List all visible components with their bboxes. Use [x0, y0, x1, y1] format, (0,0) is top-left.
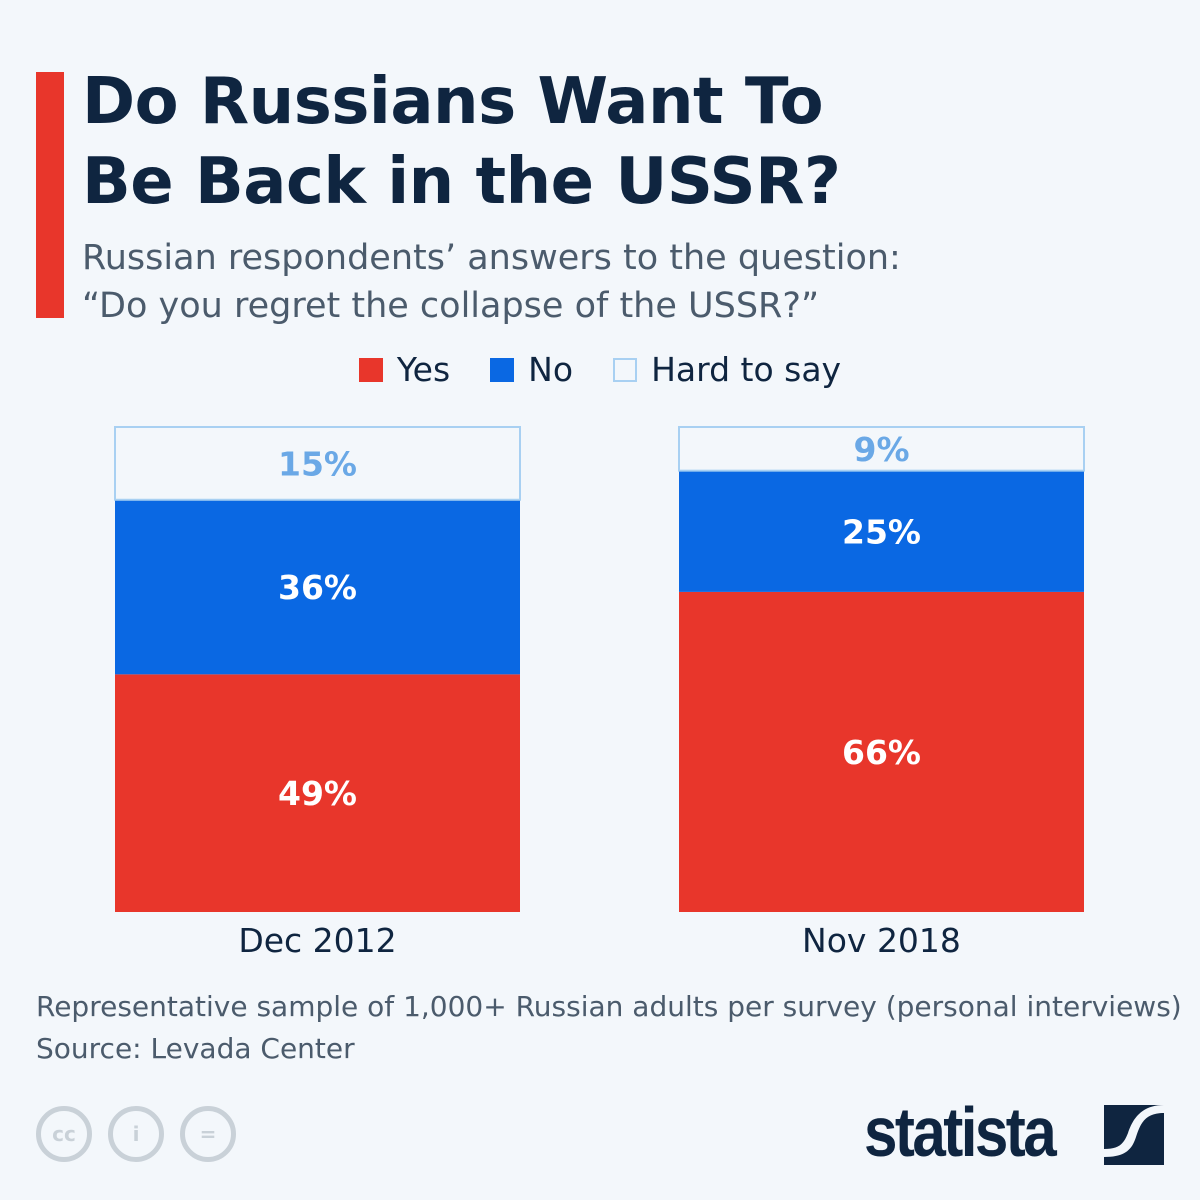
data-label: 36% — [278, 568, 357, 607]
bar-segment-no — [115, 499, 520, 675]
legend: Yes No Hard to say — [0, 350, 1200, 389]
data-label: 15% — [278, 444, 357, 483]
creative-commons-icon: cc — [36, 1106, 92, 1162]
bar-segment-yes — [679, 591, 1084, 912]
chart-title: Do Russians Want To Be Back in the USSR? — [82, 62, 841, 222]
bar-segment-yes — [115, 674, 520, 912]
subtitle-line: Russian respondents’ answers to the ques… — [82, 238, 901, 278]
bar-segment-hard-to-say — [678, 426, 1085, 472]
subtitle-line: “Do you regret the collapse of the USSR?… — [82, 286, 820, 326]
legend-label: No — [528, 350, 574, 389]
legend-swatch-hard-to-say — [613, 357, 638, 382]
data-label: 9% — [853, 430, 909, 469]
source: Source: Levada Center — [36, 1032, 355, 1065]
x-axis-label: Dec 2012 — [238, 921, 396, 960]
bar-segment-hard-to-say — [114, 426, 521, 501]
title-line: Be Back in the USSR? — [82, 145, 841, 219]
title-accent-bar — [36, 72, 64, 318]
statista-logo-icon — [1104, 1105, 1164, 1165]
data-label: 66% — [842, 733, 921, 772]
footnote: Representative sample of 1,000+ Russian … — [36, 990, 1182, 1023]
legend-swatch-yes — [358, 357, 383, 382]
legend-label: Yes — [396, 350, 451, 389]
chart-subtitle: Russian respondents’ answers to the ques… — [82, 234, 901, 330]
data-label: 49% — [278, 774, 357, 813]
legend-swatch-no — [490, 357, 515, 382]
stacked-bar-chart: 49% 36% 15% Dec 2012 66% 25% 9% Nov 2018 — [114, 426, 1085, 960]
no-derivatives-icon: = — [180, 1106, 236, 1162]
bar-segment-no — [679, 470, 1084, 592]
attribution-icon: i — [108, 1106, 164, 1162]
statista-logo: statista — [864, 1093, 1057, 1171]
title-line: Do Russians Want To — [82, 65, 824, 139]
x-axis-label: Nov 2018 — [802, 921, 961, 960]
data-label: 25% — [842, 512, 921, 551]
legend-item-hard-to-say: Hard to say — [613, 350, 841, 389]
legend-label: Hard to say — [651, 350, 842, 389]
legend-item-yes: Yes — [358, 350, 451, 389]
legend-item-no: No — [490, 350, 573, 389]
